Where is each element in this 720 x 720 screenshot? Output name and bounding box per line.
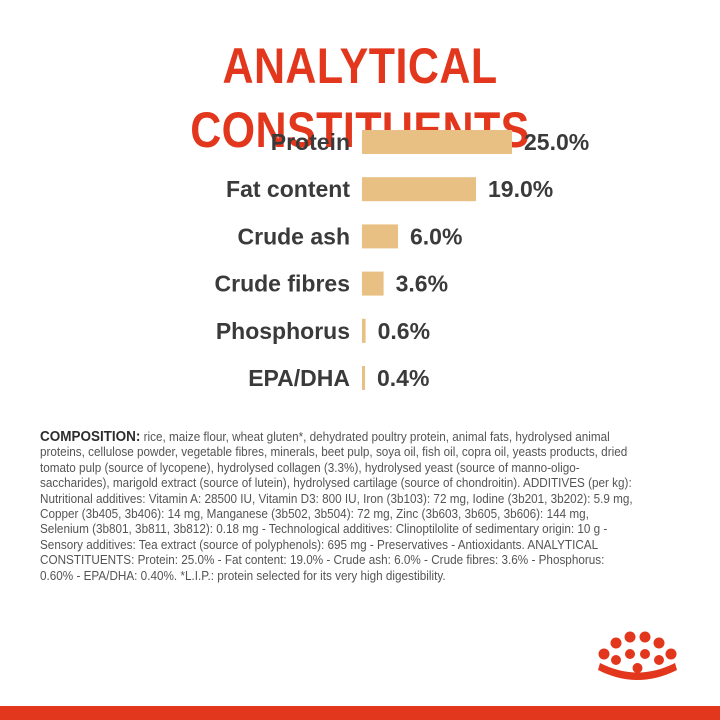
category-label: Phosphorus xyxy=(216,318,350,344)
constituents-bar-chart: Protein 25.0% Fat content 19.0% Crude ash 6.0… xyxy=(215,129,590,391)
value-label: 25.0% xyxy=(524,129,589,155)
bar xyxy=(362,366,365,390)
category-label: Crude ash xyxy=(238,223,350,249)
value-label: 0.6% xyxy=(378,318,430,344)
category-label: Fat content xyxy=(226,176,350,202)
bar xyxy=(362,318,366,343)
category-label: Crude fibres xyxy=(215,271,350,297)
composition-text-block: COMPOSITION: rice, maize flour, wheat gl… xyxy=(40,429,637,584)
bar xyxy=(362,130,512,154)
value-label: 0.4% xyxy=(377,365,429,391)
value-label: 3.6% xyxy=(396,271,448,297)
bar xyxy=(362,177,476,202)
value-label: 6.0% xyxy=(410,223,462,249)
category-label: EPA/DHA xyxy=(248,365,350,391)
value-label: 19.0% xyxy=(488,176,553,202)
crown-icon xyxy=(598,631,677,680)
category-label: Protein xyxy=(271,129,350,155)
bottom-brand-bar xyxy=(0,706,720,720)
composition-body: rice, maize flour, wheat gluten*, dehydr… xyxy=(40,430,633,583)
bar xyxy=(362,271,384,296)
bar xyxy=(362,224,398,249)
composition-label: COMPOSITION: xyxy=(40,429,141,445)
